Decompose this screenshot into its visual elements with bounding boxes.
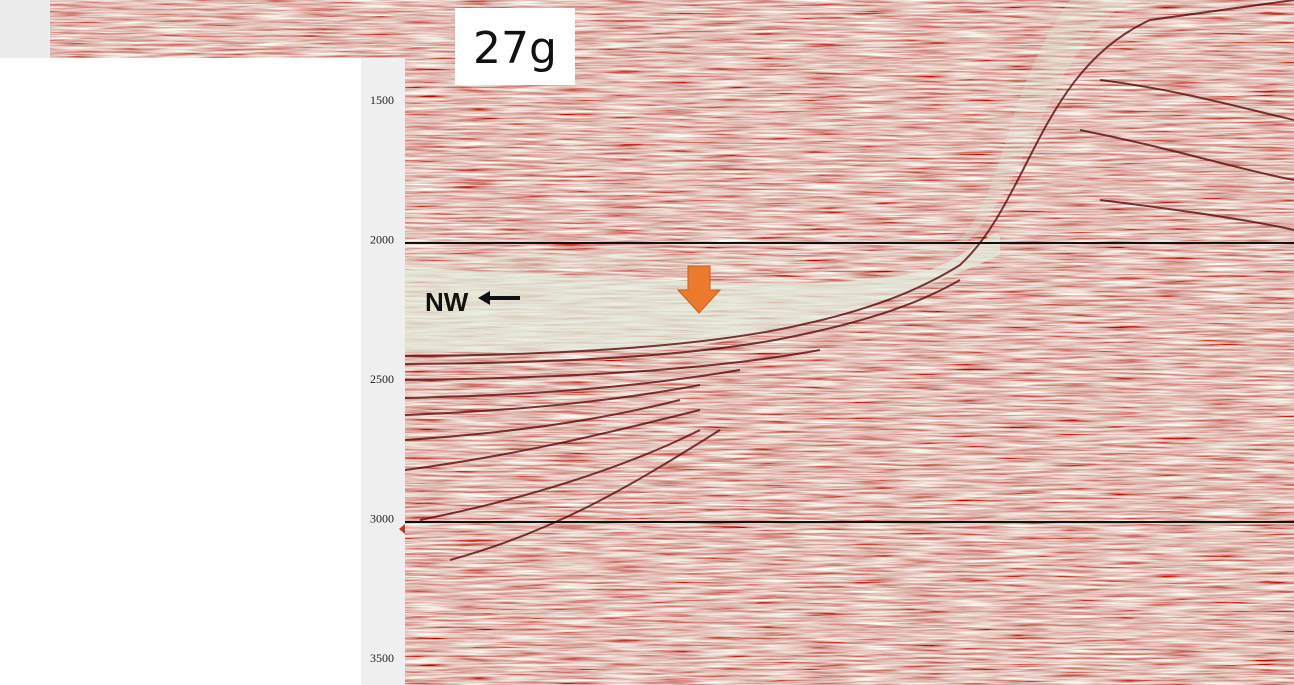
y-tick-label: 3500 — [370, 651, 394, 665]
highlight-arrow — [676, 265, 722, 314]
axis-marker — [399, 524, 405, 534]
y-tick-label: 2500 — [370, 372, 394, 386]
y-tick-label: 1500 — [370, 93, 394, 107]
label-box — [455, 8, 575, 85]
corner-panel — [0, 0, 50, 58]
depth-axis: 1500 2000 2500 3000 3500 — [370, 93, 394, 665]
axis-strip — [361, 58, 405, 685]
direction-arrow — [478, 291, 520, 305]
figure-label: 27g — [473, 23, 557, 74]
direction-label: NW — [425, 287, 469, 317]
y-tick-label: 3000 — [370, 511, 394, 525]
y-tick-label: 2000 — [370, 232, 394, 246]
